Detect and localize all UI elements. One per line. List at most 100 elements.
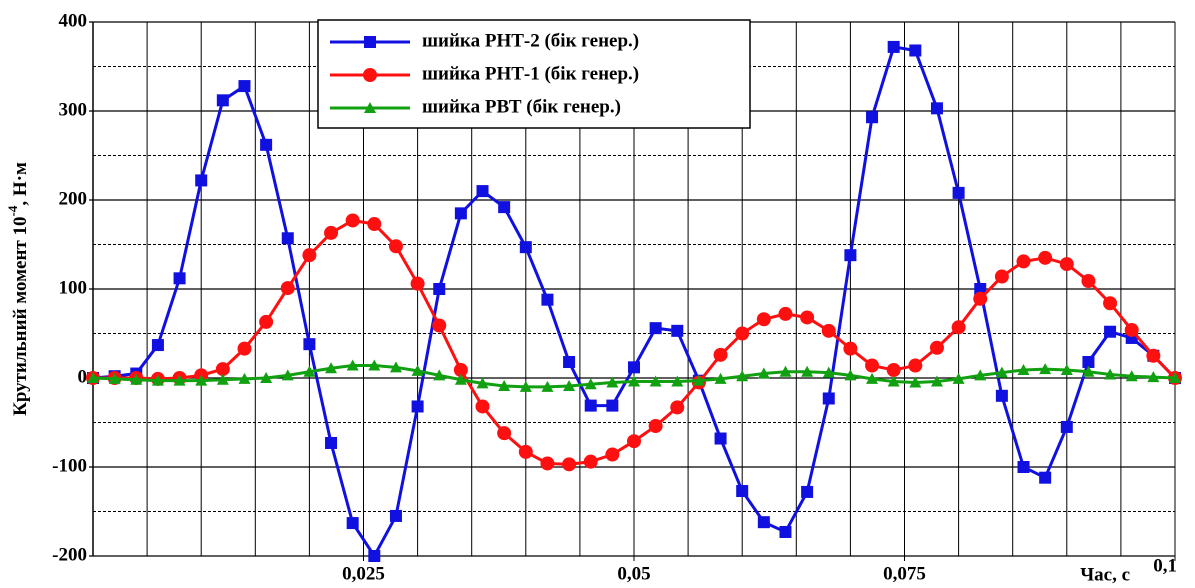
y-tick-label: -200	[52, 544, 87, 565]
marker	[498, 380, 511, 392]
marker	[411, 364, 424, 376]
marker	[843, 341, 858, 356]
marker	[648, 419, 663, 434]
marker	[714, 372, 727, 384]
x-tick-label: 0,025	[342, 563, 385, 584]
marker	[541, 293, 554, 306]
marker	[238, 372, 251, 384]
marker	[757, 516, 770, 529]
marker	[563, 355, 576, 368]
marker	[389, 509, 402, 522]
y-label-rest: , Н·м	[10, 162, 31, 206]
marker	[583, 454, 598, 469]
marker	[801, 365, 814, 377]
marker	[736, 485, 749, 498]
x-axis-label: Час, с	[1080, 564, 1130, 585]
marker	[670, 400, 685, 415]
marker	[518, 444, 533, 459]
marker	[195, 174, 208, 187]
marker	[606, 399, 619, 412]
y-tick-label: 100	[59, 277, 88, 298]
marker	[671, 375, 684, 387]
marker	[346, 517, 359, 530]
marker	[433, 369, 446, 381]
marker	[584, 378, 597, 390]
marker	[800, 310, 815, 325]
marker	[822, 366, 835, 378]
legend-label: шийка РВТ (бік генер.)	[422, 96, 621, 117]
marker	[606, 376, 619, 388]
marker	[649, 322, 662, 335]
marker	[628, 361, 640, 374]
marker	[844, 249, 857, 262]
marker	[498, 201, 511, 214]
marker	[627, 434, 641, 449]
marker	[388, 239, 403, 254]
marker	[410, 276, 425, 291]
marker	[821, 323, 836, 338]
marker	[540, 456, 555, 471]
marker	[801, 485, 814, 498]
marker	[130, 373, 143, 385]
marker	[475, 399, 490, 414]
marker	[324, 225, 339, 240]
marker	[325, 436, 338, 449]
marker	[1017, 363, 1030, 375]
marker	[108, 372, 121, 384]
marker	[259, 314, 274, 329]
marker	[216, 373, 229, 385]
marker	[280, 281, 295, 296]
marker	[757, 367, 770, 379]
marker	[1039, 471, 1052, 484]
marker	[866, 372, 879, 384]
marker	[692, 374, 705, 386]
marker	[260, 372, 273, 383]
marker	[713, 347, 728, 362]
legend: шийка РНТ-2 (бік генер.) шийка РНТ-1 (бік…	[317, 19, 751, 129]
marker	[952, 372, 965, 384]
marker	[238, 80, 251, 93]
marker	[844, 369, 857, 381]
marker	[364, 102, 376, 113]
marker	[281, 369, 294, 381]
marker	[930, 102, 943, 115]
y-label-text: Крутильний момент 10	[10, 216, 31, 415]
y-axis-label: Крутильний момент 10-4, Н·м	[5, 162, 31, 416]
marker	[887, 40, 900, 53]
marker	[541, 380, 554, 392]
marker	[346, 359, 359, 371]
marker	[1124, 322, 1139, 337]
marker	[363, 68, 377, 82]
x-tick-label: 0,05	[617, 563, 650, 584]
marker	[866, 111, 879, 124]
marker	[476, 377, 489, 389]
marker	[952, 186, 965, 199]
marker	[1125, 370, 1138, 382]
marker	[173, 272, 186, 285]
marker	[1082, 365, 1095, 377]
marker	[779, 365, 792, 377]
y-tick-label: 400	[59, 10, 88, 31]
marker	[389, 361, 402, 373]
marker	[714, 432, 727, 445]
x-tick-label: 0,075	[883, 563, 926, 584]
marker	[974, 283, 987, 295]
marker	[519, 380, 532, 392]
marker	[994, 269, 1009, 284]
marker	[497, 426, 512, 441]
marker	[995, 389, 1008, 402]
marker	[865, 358, 880, 373]
marker	[887, 375, 900, 387]
marker	[909, 376, 922, 388]
marker	[822, 392, 835, 405]
marker	[432, 318, 447, 333]
marker	[930, 375, 943, 387]
marker	[151, 374, 164, 386]
marker	[281, 232, 294, 245]
marker	[1017, 461, 1030, 473]
marker	[303, 365, 316, 377]
marker	[1104, 368, 1117, 380]
marker	[974, 369, 987, 381]
legend-label: шийка РНТ-2 (бік генер.)	[422, 30, 639, 51]
